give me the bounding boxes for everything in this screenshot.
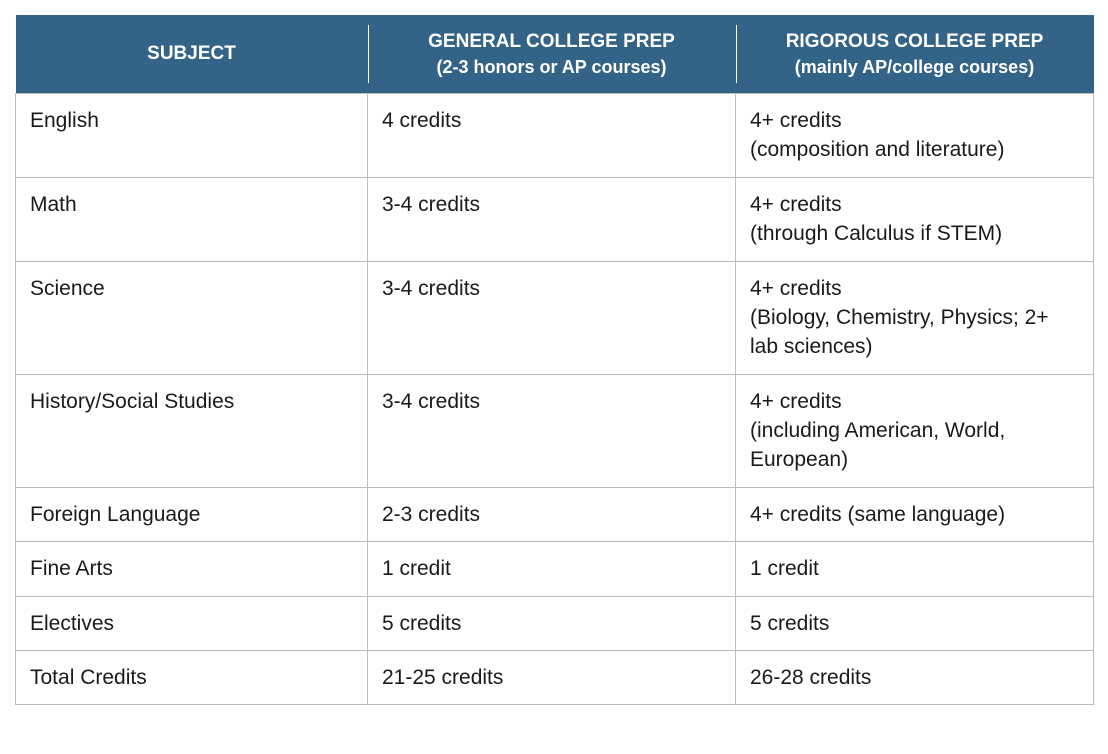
cell-subject: Foreign Language bbox=[16, 487, 368, 541]
col-header-subject: SUBJECT bbox=[16, 15, 368, 93]
table-row: History/Social Studies 3-4 credits 4+ cr… bbox=[16, 374, 1094, 487]
cell-subject: English bbox=[16, 93, 368, 177]
cell-rigorous-sub: (composition and literature) bbox=[750, 135, 1079, 164]
cell-general: 5 credits bbox=[368, 596, 736, 650]
col-header-general: GENERAL COLLEGE PREP (2-3 honors or AP c… bbox=[368, 15, 736, 93]
table-body: English 4 credits 4+ credits (compositio… bbox=[16, 93, 1094, 704]
cell-rigorous: 4+ credits (through Calculus if STEM) bbox=[736, 177, 1094, 261]
cell-rigorous-main: 4+ credits (same language) bbox=[750, 503, 1005, 526]
cell-general: 2-3 credits bbox=[368, 487, 736, 541]
cell-general: 3-4 credits bbox=[368, 177, 736, 261]
cell-subject: Math bbox=[16, 177, 368, 261]
col-header-subject-title: SUBJECT bbox=[147, 43, 236, 64]
col-header-rigorous-subtitle: (mainly AP/college courses) bbox=[748, 55, 1082, 79]
cell-rigorous-sub: (through Calculus if STEM) bbox=[750, 219, 1079, 248]
cell-rigorous: 4+ credits (including American, World, E… bbox=[736, 374, 1094, 487]
cell-rigorous-main: 1 credit bbox=[750, 557, 819, 580]
cell-rigorous: 4+ credits (Biology, Chemistry, Physics;… bbox=[736, 261, 1094, 374]
cell-subject: Total Credits bbox=[16, 651, 368, 705]
cell-rigorous-main: 26-28 credits bbox=[750, 666, 871, 689]
table-row: Math 3-4 credits 4+ credits (through Cal… bbox=[16, 177, 1094, 261]
cell-rigorous: 1 credit bbox=[736, 542, 1094, 596]
cell-subject: Electives bbox=[16, 596, 368, 650]
cell-rigorous: 4+ credits (composition and literature) bbox=[736, 93, 1094, 177]
table-header-row: SUBJECT GENERAL COLLEGE PREP (2-3 honors… bbox=[16, 15, 1094, 93]
col-header-rigorous: RIGOROUS COLLEGE PREP (mainly AP/college… bbox=[736, 15, 1094, 93]
table-row: Foreign Language 2-3 credits 4+ credits … bbox=[16, 487, 1094, 541]
col-header-general-title: GENERAL COLLEGE PREP bbox=[428, 31, 675, 52]
cell-rigorous-main: 4+ credits bbox=[750, 277, 842, 300]
cell-rigorous-main: 5 credits bbox=[750, 612, 829, 635]
cell-general: 1 credit bbox=[368, 542, 736, 596]
table-row: Fine Arts 1 credit 1 credit bbox=[16, 542, 1094, 596]
cell-rigorous-sub: (including American, World, European) bbox=[750, 416, 1079, 475]
table-row: Electives 5 credits 5 credits bbox=[16, 596, 1094, 650]
cell-rigorous: 5 credits bbox=[736, 596, 1094, 650]
cell-rigorous: 26-28 credits bbox=[736, 651, 1094, 705]
table-row: English 4 credits 4+ credits (compositio… bbox=[16, 93, 1094, 177]
cell-general: 4 credits bbox=[368, 93, 736, 177]
credits-table: SUBJECT GENERAL COLLEGE PREP (2-3 honors… bbox=[15, 15, 1094, 705]
cell-subject: Science bbox=[16, 261, 368, 374]
col-header-rigorous-title: RIGOROUS COLLEGE PREP bbox=[786, 31, 1044, 52]
table-row: Total Credits 21-25 credits 26-28 credit… bbox=[16, 651, 1094, 705]
col-header-general-subtitle: (2-3 honors or AP courses) bbox=[380, 55, 724, 79]
cell-general: 21-25 credits bbox=[368, 651, 736, 705]
cell-rigorous-sub: (Biology, Chemistry, Physics; 2+ lab sci… bbox=[750, 303, 1079, 362]
cell-rigorous-main: 4+ credits bbox=[750, 390, 842, 413]
cell-general: 3-4 credits bbox=[368, 261, 736, 374]
cell-rigorous: 4+ credits (same language) bbox=[736, 487, 1094, 541]
cell-subject: Fine Arts bbox=[16, 542, 368, 596]
cell-rigorous-main: 4+ credits bbox=[750, 109, 842, 132]
cell-rigorous-main: 4+ credits bbox=[750, 193, 842, 216]
cell-subject: History/Social Studies bbox=[16, 374, 368, 487]
cell-general: 3-4 credits bbox=[368, 374, 736, 487]
table-row: Science 3-4 credits 4+ credits (Biology,… bbox=[16, 261, 1094, 374]
